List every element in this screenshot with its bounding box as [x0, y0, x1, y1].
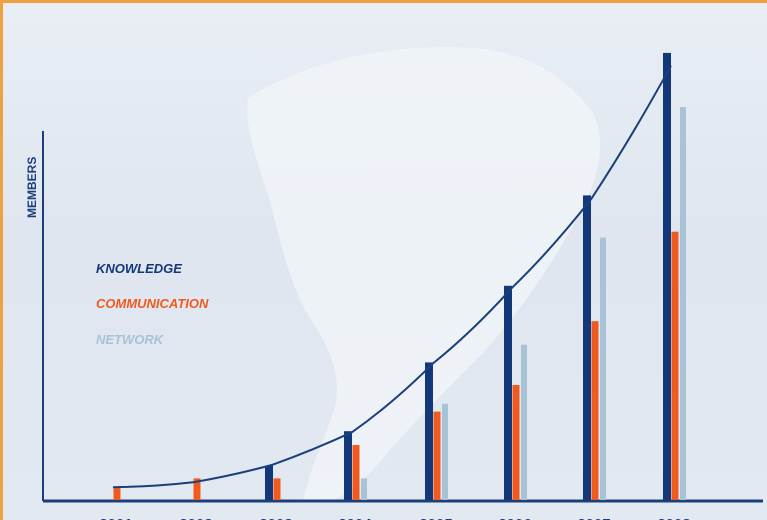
trend-line	[112, 65, 672, 489]
x-tick-label-2003: 2003	[259, 516, 292, 520]
bar-communication-2008	[671, 231, 679, 500]
bar-network-2006	[521, 344, 527, 500]
bar-network-2007	[600, 237, 606, 500]
bar-network-2008	[680, 107, 686, 500]
x-tick-label-2002: 2002	[179, 516, 212, 520]
background-map-shape	[247, 47, 601, 503]
bar-communication-2001	[113, 487, 121, 500]
bar-network-2004	[361, 478, 367, 500]
x-tick-labels: 2001 2002 2003 2004 2005 2006 2007 2008	[99, 516, 690, 520]
bar-knowledge-2008	[663, 52, 671, 501]
y-axis-label: MEMBERS	[25, 157, 39, 218]
bar-communication-2006	[512, 385, 520, 500]
bar-communication-2005	[433, 411, 441, 500]
x-tick-label-2001: 2001	[99, 516, 132, 520]
bar-knowledge-2006	[504, 285, 512, 500]
bar-communication-2002	[193, 478, 201, 500]
members-chart: MEMBERS KNOWLEDGE COMMUNICATION NETWORK …	[25, 47, 763, 520]
bars-group	[113, 52, 686, 501]
legend: KNOWLEDGE COMMUNICATION NETWORK	[96, 261, 209, 347]
legend-label-communication: COMMUNICATION	[96, 296, 209, 311]
bar-network-2005	[442, 403, 448, 500]
x-tick-label-2004: 2004	[338, 516, 372, 520]
bar-communication-2007	[591, 321, 599, 500]
bar-knowledge-2004	[344, 431, 352, 500]
bar-knowledge-2005	[425, 362, 433, 500]
x-tick-label-2007: 2007	[577, 516, 610, 520]
bar-communication-2004	[352, 445, 360, 500]
legend-label-knowledge: KNOWLEDGE	[96, 261, 182, 276]
bar-knowledge-2003	[265, 465, 273, 500]
bar-communication-2003	[273, 478, 281, 500]
x-tick-label-2006: 2006	[498, 516, 531, 520]
legend-label-network: NETWORK	[96, 332, 165, 347]
x-tick-label-2008: 2008	[657, 516, 690, 520]
x-tick-label-2005: 2005	[419, 516, 452, 520]
bar-knowledge-2007	[583, 195, 591, 500]
